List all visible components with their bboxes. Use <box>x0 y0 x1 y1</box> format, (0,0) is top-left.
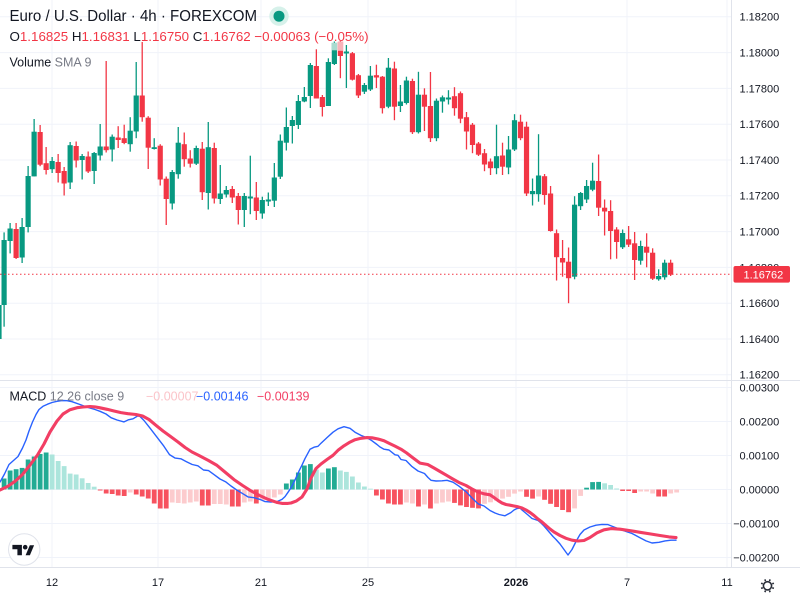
svg-text:0.00300: 0.00300 <box>740 382 780 394</box>
svg-text:1.16600: 1.16600 <box>740 298 780 310</box>
svg-text:17: 17 <box>152 577 164 589</box>
svg-text:1.18200: 1.18200 <box>740 12 780 24</box>
svg-text:25: 25 <box>362 577 374 589</box>
svg-text:1.16200: 1.16200 <box>740 370 780 382</box>
svg-text:1.17600: 1.17600 <box>740 119 780 131</box>
svg-text:O1.16825 H1.16831 L1.16750 C1.: O1.16825 H1.16831 L1.16750 C1.16762 −0.0… <box>10 29 369 44</box>
svg-text:1.16762: 1.16762 <box>744 270 784 282</box>
svg-text:1.17800: 1.17800 <box>740 83 780 95</box>
svg-text:1.17200: 1.17200 <box>740 191 780 203</box>
svg-text:1.17000: 1.17000 <box>740 227 780 239</box>
svg-text:1.18000: 1.18000 <box>740 48 780 60</box>
svg-text:−0.00200: −0.00200 <box>733 552 779 564</box>
svg-text:12: 12 <box>46 577 58 589</box>
svg-text:11: 11 <box>721 577 732 589</box>
svg-text:Volume SMA 9: Volume SMA 9 <box>10 56 92 70</box>
svg-text:0.00100: 0.00100 <box>740 450 780 462</box>
svg-text:0.00200: 0.00200 <box>740 416 780 428</box>
svg-text:2026: 2026 <box>504 577 528 589</box>
svg-text:1.16400: 1.16400 <box>740 334 780 346</box>
svg-text:0.00000: 0.00000 <box>740 484 780 496</box>
svg-text:1.17400: 1.17400 <box>740 155 780 167</box>
svg-text:21: 21 <box>255 577 267 589</box>
svg-text:−0.00100: −0.00100 <box>733 518 779 530</box>
svg-text:MACD 12 26 close 9−0.00007−0.0: MACD 12 26 close 9 −0.00007−0.00146 −0.001… <box>10 390 310 404</box>
svg-text:Euro / U.S. Dollar · 4h · FORE: Euro / U.S. Dollar · 4h · FOREXCOM <box>10 8 258 25</box>
svg-text:7: 7 <box>624 577 630 589</box>
